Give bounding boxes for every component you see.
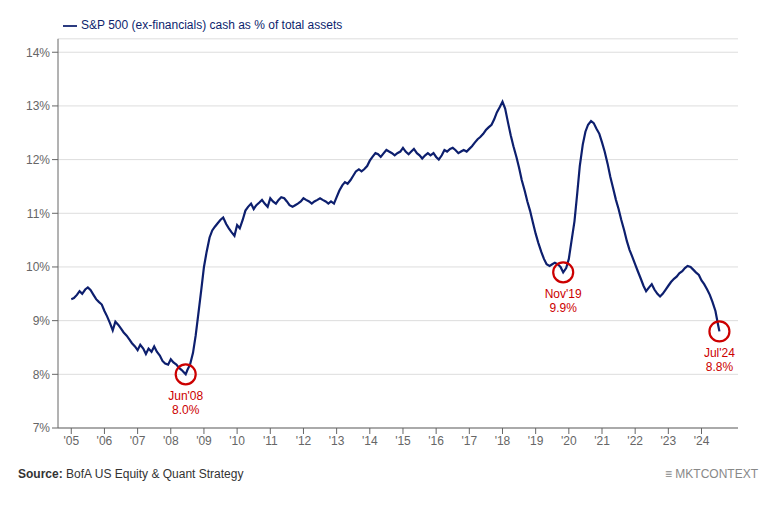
svg-text:8.0%: 8.0% xyxy=(172,403,200,417)
svg-text:'05: '05 xyxy=(63,434,79,448)
svg-text:'20: '20 xyxy=(561,434,577,448)
svg-text:'09: '09 xyxy=(196,434,212,448)
svg-text:9%: 9% xyxy=(33,314,51,328)
svg-text:'06: '06 xyxy=(97,434,113,448)
svg-text:7%: 7% xyxy=(33,421,51,435)
svg-text:'07: '07 xyxy=(130,434,146,448)
svg-text:'14: '14 xyxy=(362,434,378,448)
html-text:≡ MKTCONTEXT: ≡ MKTCONTEXT xyxy=(665,467,758,481)
svg-text:'21: '21 xyxy=(594,434,610,448)
svg-text:10%: 10% xyxy=(26,260,50,274)
svg-text:'17: '17 xyxy=(461,434,477,448)
svg-text:9.9%: 9.9% xyxy=(550,301,578,315)
svg-text:'13: '13 xyxy=(329,434,345,448)
svg-text:Nov'19: Nov'19 xyxy=(545,287,582,301)
svg-text:Jul'24: Jul'24 xyxy=(704,346,735,360)
svg-text:'10: '10 xyxy=(229,434,245,448)
svg-text:'15: '15 xyxy=(395,434,411,448)
html-text:S&P 500 (ex-financials) cash a: S&P 500 (ex-financials) cash as % of tot… xyxy=(81,18,343,32)
svg-text:'18: '18 xyxy=(495,434,511,448)
svg-text:'19: '19 xyxy=(528,434,544,448)
svg-text:'22: '22 xyxy=(627,434,643,448)
svg-text:'08: '08 xyxy=(163,434,179,448)
svg-text:8%: 8% xyxy=(33,368,51,382)
svg-text:14%: 14% xyxy=(26,46,50,60)
svg-text:'12: '12 xyxy=(296,434,312,448)
svg-text:Jun'08: Jun'08 xyxy=(168,389,203,403)
html-text:Source: BofA US Equity & Quant: Source: BofA US Equity & Quant Strategy xyxy=(18,467,244,481)
svg-text:'24: '24 xyxy=(694,434,710,448)
svg-text:12%: 12% xyxy=(26,153,50,167)
svg-text:11%: 11% xyxy=(27,207,50,221)
svg-text:'11: '11 xyxy=(263,434,278,448)
svg-text:'16: '16 xyxy=(428,434,444,448)
svg-text:8.8%: 8.8% xyxy=(706,360,734,374)
svg-text:'23: '23 xyxy=(661,434,677,448)
svg-text:13%: 13% xyxy=(26,99,50,113)
